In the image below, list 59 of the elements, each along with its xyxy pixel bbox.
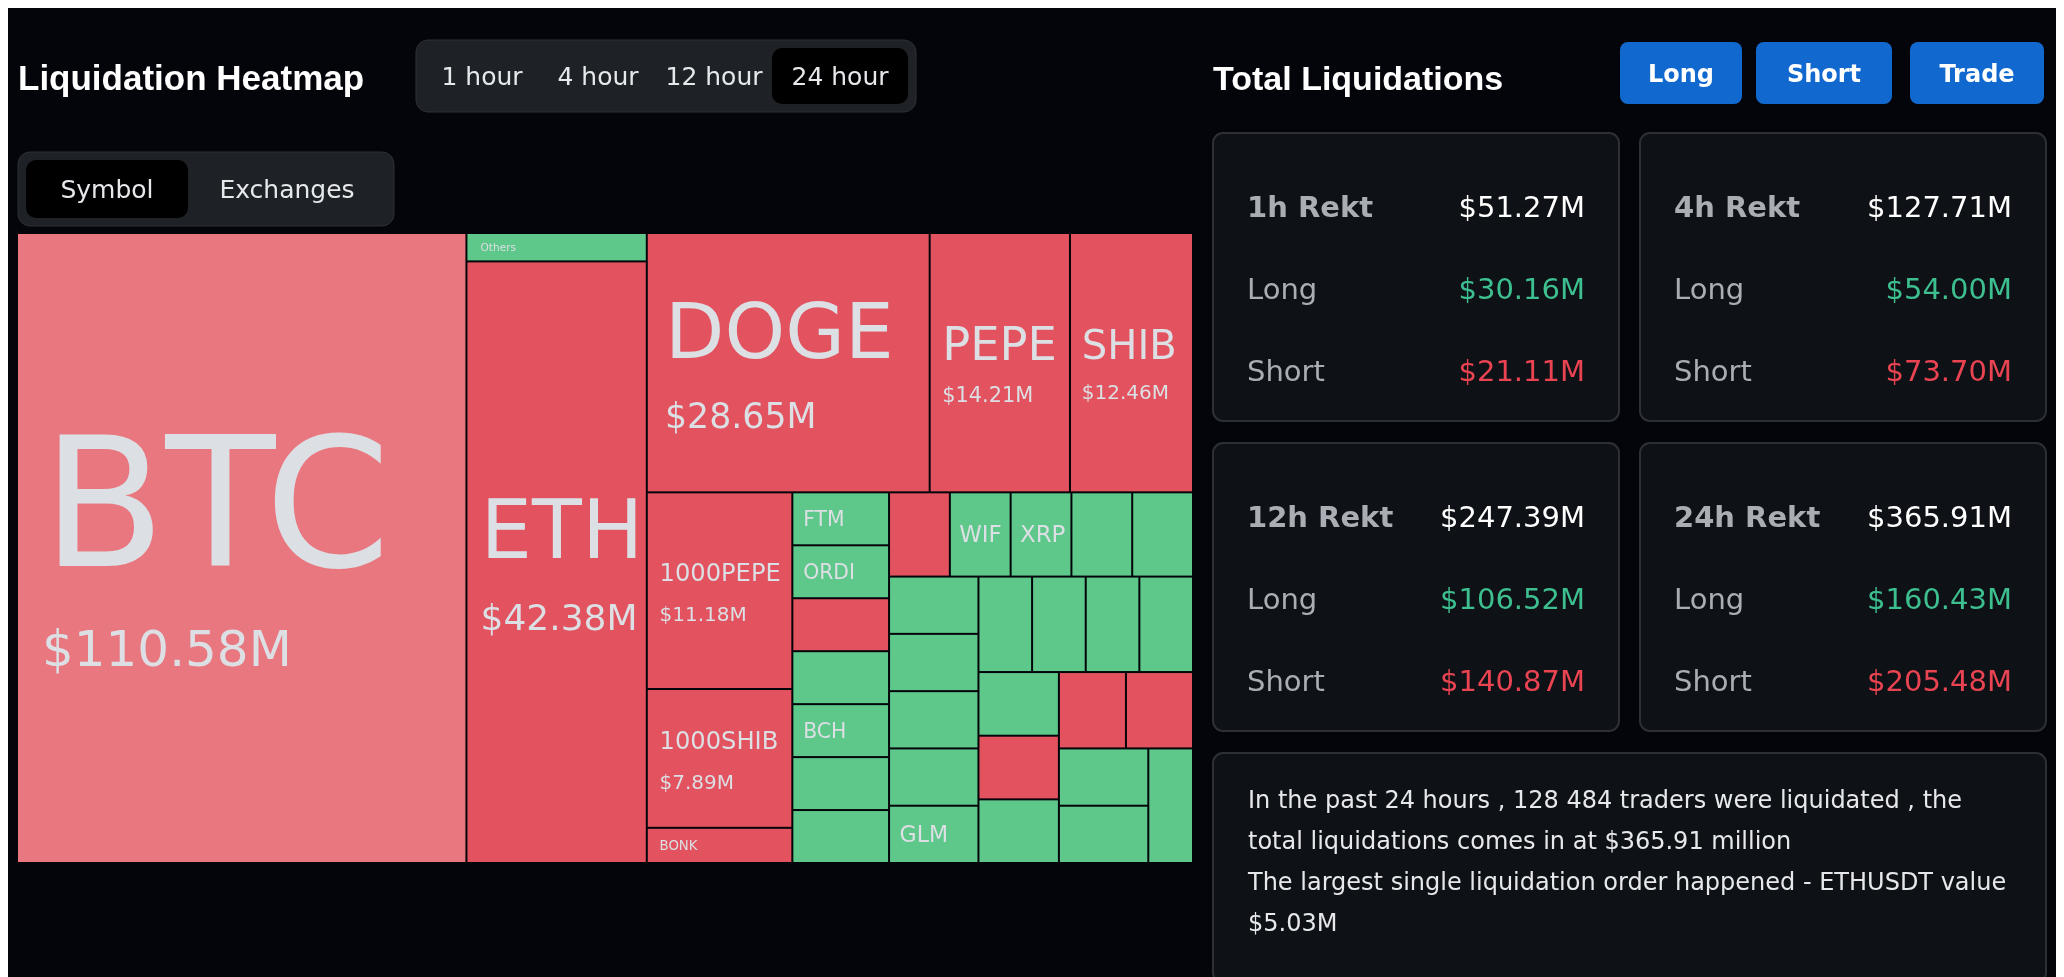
text: Total Liquidations xyxy=(1213,59,1504,97)
category-label: Others xyxy=(480,240,517,253)
data-label: $7.89M xyxy=(659,769,735,794)
text: In the past 24 hours , 128 484 traders were liquidated , the total liquidations comes in at $365.91 million xyxy=(1248,786,1963,855)
category-label: SHIB xyxy=(1081,321,1177,368)
text: $73.70M xyxy=(1885,354,2012,388)
text: 24h Rekt xyxy=(1674,500,1821,534)
text: Long xyxy=(1674,582,1745,616)
text: Liquidation Heatmap xyxy=(18,58,365,97)
text: $127.71M xyxy=(1867,190,2012,224)
category-label: BONK xyxy=(659,838,698,854)
category-label: 1000SHIB xyxy=(659,726,779,755)
data-label: $11.18M xyxy=(659,602,747,627)
text: $247.39M xyxy=(1440,500,1585,534)
text: $30.16M xyxy=(1458,272,1585,306)
category-label: GLM xyxy=(899,821,949,848)
category-label: WIF xyxy=(959,521,1002,548)
text: Short xyxy=(1674,354,1752,388)
data-label: $14.21M xyxy=(942,382,1034,407)
category-label: ETH xyxy=(480,482,644,578)
data-label: $28.65M xyxy=(665,395,817,436)
text: $160.43M xyxy=(1867,582,2012,616)
text: Long xyxy=(1674,272,1745,306)
category-label: 1000PEPE xyxy=(659,559,781,588)
text: 4h Rekt xyxy=(1674,190,1801,224)
text: Long xyxy=(1247,272,1318,306)
text: $54.00M xyxy=(1885,272,2012,306)
text: Short xyxy=(1674,664,1752,698)
data-label: $42.38M xyxy=(480,597,638,639)
category-label: BCH xyxy=(803,718,847,743)
data-label: $110.58M xyxy=(41,620,292,678)
text: 12 hour xyxy=(665,62,764,91)
text: 24 hour xyxy=(791,62,890,91)
text: 1 hour xyxy=(441,62,524,91)
category-label: DOGE xyxy=(665,286,894,377)
text: $21.11M xyxy=(1458,354,1585,388)
text: Trade xyxy=(1939,60,2015,88)
text: The largest single liquidation order happened - ETHUSDT value $5.03M xyxy=(1247,868,2007,937)
text: $205.48M xyxy=(1867,664,2012,698)
text: $51.27M xyxy=(1458,190,1585,224)
text: 4 hour xyxy=(557,62,640,91)
category-label: PEPE xyxy=(942,317,1057,372)
text: Short xyxy=(1247,354,1325,388)
data-label: $12.46M xyxy=(1081,379,1170,404)
category-label: FTM xyxy=(803,506,845,531)
text: $106.52M xyxy=(1440,582,1585,616)
text: Short xyxy=(1786,60,1862,88)
text: Long xyxy=(1247,582,1318,616)
text: $140.87M xyxy=(1440,664,1585,698)
text: 12h Rekt xyxy=(1247,500,1394,534)
category-label: ORDI xyxy=(803,559,856,584)
category-label: XRP xyxy=(1019,521,1066,548)
text: 1h Rekt xyxy=(1247,190,1374,224)
text: $365.91M xyxy=(1867,500,2012,534)
text: Symbol xyxy=(60,175,154,204)
text: Short xyxy=(1247,664,1325,698)
text: Long xyxy=(1647,60,1715,88)
category-label: BTC xyxy=(41,399,391,608)
text: Exchanges xyxy=(219,175,355,204)
